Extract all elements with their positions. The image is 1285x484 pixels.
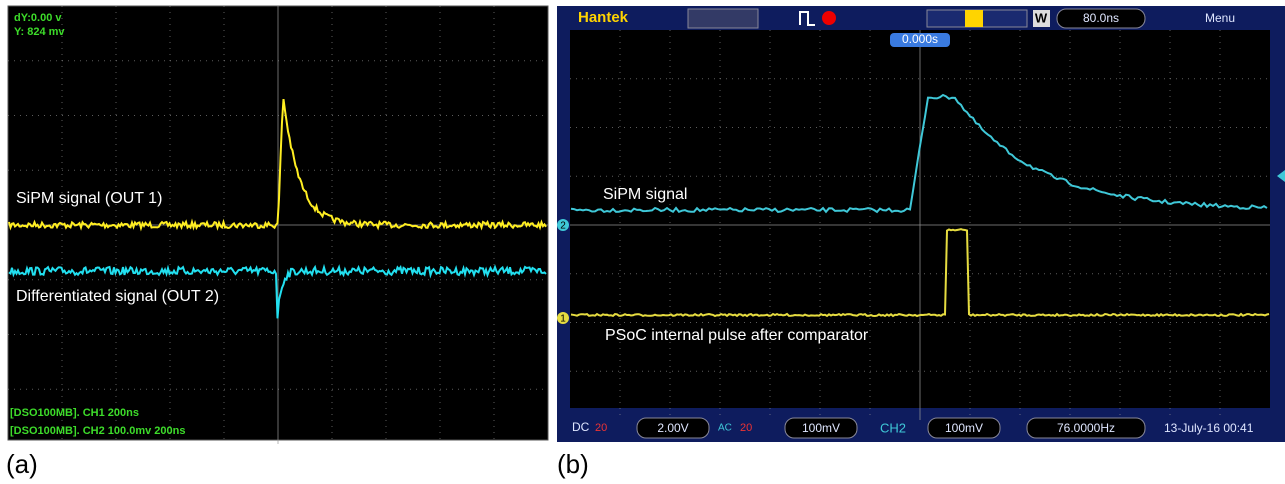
trace-label: PSoC internal pulse after comparator	[605, 327, 869, 344]
ch2-coupling: AC	[718, 423, 732, 434]
trace-label: Differentiated signal (OUT 2)	[16, 288, 219, 305]
trigger-source: CH2	[880, 420, 906, 435]
readout: Y: 824 mv	[14, 26, 65, 38]
ch1-coupling: DC	[572, 420, 590, 434]
ch2-scale: 100mV	[802, 421, 840, 435]
trace-label: SiPM signal (OUT 1)	[16, 190, 162, 207]
brand: Hantek	[578, 9, 629, 26]
memory-window	[965, 10, 983, 27]
channel-marker-text: 1	[560, 314, 566, 325]
frequency: 76.0000Hz	[1057, 421, 1115, 435]
footer: [DSO100MB]. CH1 200ns	[10, 407, 139, 419]
channel-marker-text: 2	[560, 221, 566, 232]
ch1-scale: 2.00V	[657, 421, 688, 435]
panel-a: dY:0.00 v Y: 824 mv SiPM signal (OUT 1) …	[6, 6, 548, 479]
timebase: 80.0ns	[1083, 11, 1119, 25]
figure: dY:0.00 v Y: 824 mv SiPM signal (OUT 1) …	[0, 0, 1285, 484]
ch1-bw: 20	[595, 422, 607, 434]
datetime: 13-July-16 00:41	[1164, 421, 1254, 435]
trace-label: SiPM signal	[603, 186, 687, 203]
ch2-bw: 20	[740, 422, 752, 434]
readout: dY:0.00 v	[14, 12, 62, 24]
panel-label: (b)	[557, 449, 589, 479]
window: W	[1035, 10, 1048, 25]
icons	[688, 9, 758, 28]
trigger-position: 0.000s	[902, 32, 938, 46]
menu: Menu	[1205, 11, 1235, 25]
panel-b: Hantek W 80.0ns Menu 0.000s 2 1 SiPM sig…	[557, 6, 1285, 479]
panel-label: (a)	[6, 449, 38, 479]
run-indicator	[822, 11, 836, 25]
trigger-level: 100mV	[945, 421, 983, 435]
footer: [DSO100MB]. CH2 100.0mv 200ns	[10, 425, 185, 437]
